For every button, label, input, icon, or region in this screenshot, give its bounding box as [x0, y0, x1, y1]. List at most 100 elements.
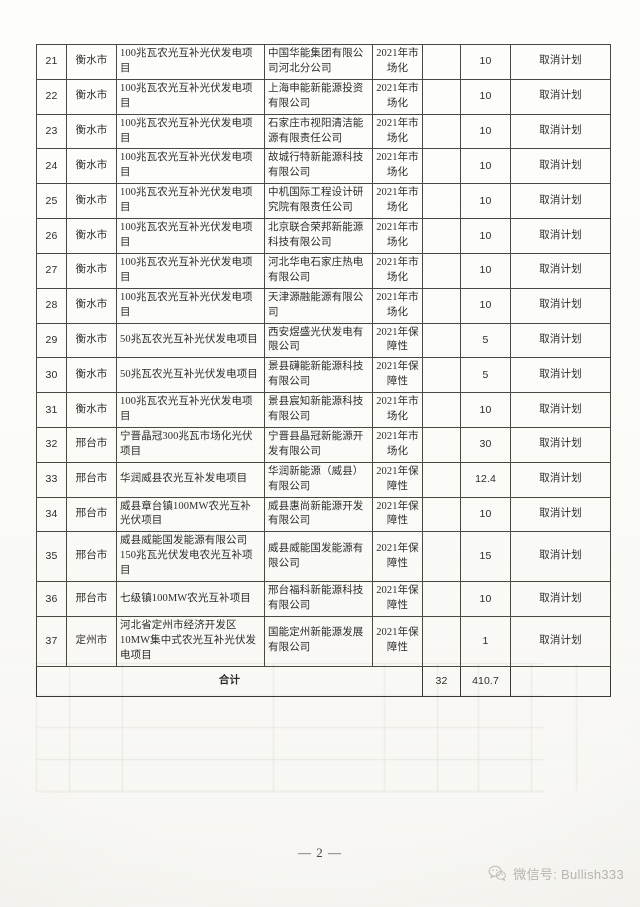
row-action: 取消计划: [510, 183, 611, 220]
table-row: 24 衡水市 100兆瓦农光互补光伏发电项目 故城行特新能源科技有限公司 202…: [36, 148, 611, 185]
row-index: 37: [36, 615, 67, 667]
row-type: 2021年市场化: [372, 287, 423, 324]
row-type: 2021年市场化: [372, 113, 423, 150]
table-row: 27 衡水市 100兆瓦农光互补光伏发电项目 河北华电石家庄热电有限公司 202…: [36, 252, 611, 289]
row-company: 天津源融能源有限公司: [264, 287, 373, 324]
row-company: 邢台福科新能源科技有限公司: [264, 581, 373, 617]
row-city: 衡水市: [66, 44, 117, 80]
row-action: 取消计划: [510, 615, 611, 667]
row-project: 100兆瓦农光互补光伏发电项目: [116, 148, 265, 185]
row-project: 七级镇100MW农光互补项目: [116, 581, 265, 617]
row-type: 2021年市场化: [372, 392, 423, 428]
row-action: 取消计划: [510, 461, 611, 498]
row-type: 2021年保障性: [372, 357, 423, 394]
table-row: 28 衡水市 100兆瓦农光互补光伏发电项目 天津源融能源有限公司 2021年市…: [36, 287, 611, 324]
row-type: 2021年保障性: [372, 581, 423, 617]
table-row: 37 定州市 河北省定州市经济开发区10MW集中式农光互补光伏发电项目 国能定州…: [36, 615, 611, 667]
table-row: 35 邢台市 威县威能国发能源有限公司150兆瓦光伏发电农光互补项目 威县威能国…: [36, 531, 611, 583]
table-body: 21 衡水市 100兆瓦农光互补光伏发电项目 中国华能集团有限公司河北分公司 2…: [36, 44, 611, 697]
row-index: 25: [36, 183, 67, 220]
row-index: 36: [36, 581, 67, 617]
row-blank: [422, 392, 461, 428]
row-action: 取消计划: [510, 218, 611, 254]
row-type: 2021年市场化: [372, 78, 423, 115]
row-index: 21: [36, 44, 67, 80]
row-action: 取消计划: [510, 531, 611, 583]
row-capacity: 10: [460, 78, 511, 115]
row-capacity: 10: [460, 496, 511, 533]
row-company: 上海申能新能源投资有限公司: [264, 78, 373, 115]
row-type: 2021年市场化: [372, 252, 423, 289]
row-project: 100兆瓦农光互补光伏发电项目: [116, 113, 265, 150]
table-row: 22 衡水市 100兆瓦农光互补光伏发电项目 上海申能新能源投资有限公司 202…: [36, 78, 611, 115]
row-action: 取消计划: [510, 322, 611, 359]
row-action: 取消计划: [510, 392, 611, 428]
table-row: 36 邢台市 七级镇100MW农光互补项目 邢台福科新能源科技有限公司 2021…: [36, 581, 611, 617]
table-total-row: 合计 32 410.7: [36, 665, 611, 697]
total-count: 32: [422, 665, 461, 697]
row-action: 取消计划: [510, 78, 611, 115]
row-project: 50兆瓦农光互补光伏发电项目: [116, 357, 265, 394]
table-row: 21 衡水市 100兆瓦农光互补光伏发电项目 中国华能集团有限公司河北分公司 2…: [36, 44, 611, 80]
row-project: 100兆瓦农光互补光伏发电项目: [116, 392, 265, 428]
row-index: 30: [36, 357, 67, 394]
row-capacity: 12.4: [460, 461, 511, 498]
row-capacity: 10: [460, 252, 511, 289]
table-row: 33 邢台市 华润威县农光互补发电项目 华润新能源（威县）有限公司 2021年保…: [36, 461, 611, 498]
row-index: 29: [36, 322, 67, 359]
row-index: 31: [36, 392, 67, 428]
row-type: 2021年市场化: [372, 44, 423, 80]
row-action: 取消计划: [510, 113, 611, 150]
total-sum: 410.7: [460, 665, 511, 697]
row-capacity: 10: [460, 113, 511, 150]
page-number: — 2 —: [298, 845, 342, 860]
row-index: 33: [36, 461, 67, 498]
table-row: 25 衡水市 100兆瓦农光互补光伏发电项目 中机国际工程设计研究院有限责任公司…: [36, 183, 611, 220]
row-city: 定州市: [66, 615, 117, 667]
row-blank: [422, 113, 461, 150]
row-type: 2021年市场化: [372, 183, 423, 220]
row-action: 取消计划: [510, 287, 611, 324]
row-city: 衡水市: [66, 148, 117, 185]
row-index: 24: [36, 148, 67, 185]
project-cancellation-table-wrapper: 21 衡水市 100兆瓦农光互补光伏发电项目 中国华能集团有限公司河北分公司 2…: [36, 44, 611, 697]
row-city: 衡水市: [66, 357, 117, 394]
row-city: 邢台市: [66, 461, 117, 498]
row-blank: [422, 287, 461, 324]
row-city: 衡水市: [66, 78, 117, 115]
table-row: 29 衡水市 50兆瓦农光互补光伏发电项目 西安煜盛光伏发电有限公司 2021年…: [36, 322, 611, 359]
row-index: 34: [36, 496, 67, 533]
row-project: 100兆瓦农光互补光伏发电项目: [116, 287, 265, 324]
wechat-watermark: 微信号: Bullish333: [488, 864, 624, 883]
row-index: 35: [36, 531, 67, 583]
row-capacity: 10: [460, 581, 511, 617]
row-action: 取消计划: [510, 357, 611, 394]
row-action: 取消计划: [510, 426, 611, 463]
row-type: 2021年保障性: [372, 531, 423, 583]
row-blank: [422, 44, 461, 80]
total-action: [510, 665, 611, 697]
row-project: 100兆瓦农光互补光伏发电项目: [116, 183, 265, 220]
row-city: 邢台市: [66, 496, 117, 533]
row-blank: [422, 426, 461, 463]
row-city: 邢台市: [66, 531, 117, 583]
table-row: 23 衡水市 100兆瓦农光互补光伏发电项目 石家庄市视阳清洁能源有限责任公司 …: [36, 113, 611, 150]
row-blank: [422, 496, 461, 533]
row-city: 衡水市: [66, 252, 117, 289]
row-blank: [422, 322, 461, 359]
row-city: 衡水市: [66, 113, 117, 150]
row-capacity: 10: [460, 44, 511, 80]
row-capacity: 10: [460, 392, 511, 428]
row-type: 2021年市场化: [372, 148, 423, 185]
row-company: 宁晋县晶冠新能源开发有限公司: [264, 426, 373, 463]
row-index: 28: [36, 287, 67, 324]
row-capacity: 10: [460, 183, 511, 220]
row-project: 100兆瓦农光互补光伏发电项目: [116, 78, 265, 115]
row-company: 国能定州新能源发展有限公司: [264, 615, 373, 667]
row-index: 27: [36, 252, 67, 289]
row-blank: [422, 531, 461, 583]
row-index: 32: [36, 426, 67, 463]
row-blank: [422, 615, 461, 667]
row-action: 取消计划: [510, 496, 611, 533]
row-capacity: 5: [460, 322, 511, 359]
